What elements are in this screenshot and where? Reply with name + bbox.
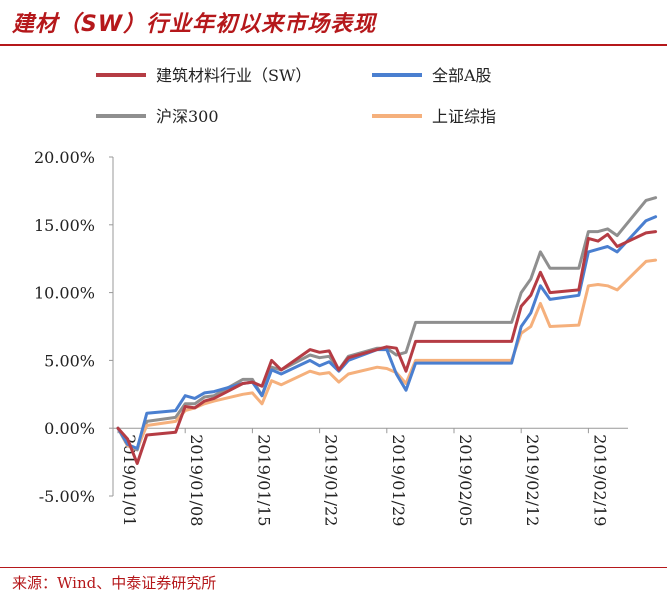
y-tick-label: 15.00% (34, 216, 95, 235)
y-tick-label: 10.00% (34, 284, 95, 303)
y-tick-label: 5.00% (44, 351, 95, 370)
x-tick-label: 2019/01/29 (389, 434, 408, 526)
y-tick-label: 0.00% (44, 419, 95, 438)
source-note: 来源：Wind、中泰证券研究所 (12, 574, 217, 592)
x-tick-label: 2019/01/08 (187, 434, 206, 526)
y-tick-label: 20.00% (34, 148, 95, 167)
y-tick-label: -5.00% (39, 487, 95, 506)
x-tick-label: 2019/02/05 (456, 434, 475, 526)
x-tick-label: 2019/01/15 (254, 434, 273, 526)
series-line-2 (116, 215, 658, 450)
title-underline (0, 44, 667, 46)
series-line-4 (116, 258, 658, 450)
series-line-1 (116, 230, 658, 465)
chart-title: 建材（SW）行业年初以来市场表现 (12, 12, 377, 37)
x-tick-label: 2019/01/22 (322, 434, 341, 526)
legend-label: 建筑材料行业（SW） (156, 66, 311, 85)
source-divider (0, 567, 667, 568)
legend-label: 沪深300 (156, 107, 219, 126)
legend-label: 上证综指 (432, 107, 496, 126)
x-tick-label: 2019/02/19 (590, 434, 609, 526)
x-tick-label: 2019/02/12 (523, 434, 542, 526)
legend-label: 全部A股 (432, 66, 492, 85)
